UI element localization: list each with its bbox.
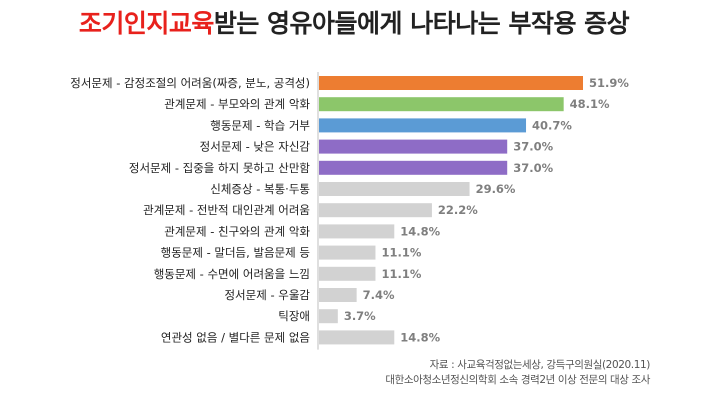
data-label: 22.2% (438, 203, 478, 217)
category-label: 관계문제 - 전반적 대인관계 어려움 (143, 203, 310, 217)
data-label: 3.7% (344, 309, 376, 323)
source-note: 자료 : 사교육걱정없는세상, 강득구의원실(2020.11) 대한소아청소년정… (385, 358, 650, 388)
bar (319, 309, 338, 324)
bar (319, 76, 583, 90)
category-label: 행동문제 - 수면에 어려움을 느낌 (154, 267, 310, 281)
chart-title: 조기인지교육받는 영유아들에게 나타나는 부작용 증상 (0, 4, 708, 40)
chart-title-highlight: 조기인지교육 (78, 9, 215, 38)
category-label: 연관성 없음 / 별다른 문제 없음 (161, 330, 310, 344)
category-label: 정서문제 - 감정조절의 어려움(짜증, 분노, 공격성) (70, 76, 310, 90)
chart-title-rest: 받는 영유아들에게 나타나는 부작용 증상 (213, 9, 630, 38)
category-label: 신체증상 - 복통·두통 (210, 182, 310, 196)
data-label: 51.9% (589, 76, 629, 90)
bar (319, 266, 376, 281)
bar (319, 224, 395, 239)
bar (319, 288, 357, 302)
bar (319, 118, 527, 133)
data-label: 7.4% (363, 288, 395, 302)
data-label: 11.1% (381, 267, 421, 281)
bar (319, 245, 376, 260)
category-label: 행동문제 - 학습 거부 (210, 118, 310, 132)
data-label: 48.1% (570, 97, 610, 111)
category-label: 정서문제 - 낮은 자신감 (200, 140, 311, 154)
source-line-2: 대한소아청소년정신의학회 소속 경력2년 이상 전문의 대상 조사 (385, 374, 650, 386)
data-label: 11.1% (381, 246, 421, 260)
bar (319, 203, 432, 218)
bar (319, 182, 470, 196)
bar (319, 97, 564, 112)
data-label: 37.0% (513, 140, 553, 154)
data-label: 40.7% (532, 118, 572, 132)
bar (319, 160, 508, 175)
data-label: 14.8% (400, 330, 440, 344)
category-label: 관계문제 - 부모와의 관계 악화 (164, 97, 310, 111)
bar (319, 330, 395, 345)
data-label: 29.6% (476, 182, 516, 196)
data-label: 37.0% (513, 161, 553, 175)
bar (319, 139, 508, 154)
category-label: 틱장애 (278, 309, 310, 323)
category-label: 정서문제 - 집중을 하지 못하고 산만함 (129, 161, 311, 175)
data-label: 14.8% (400, 224, 440, 238)
source-line-1: 자료 : 사교육걱정없는세상, 강득구의원실(2020.11) (429, 359, 651, 371)
category-label: 관계문제 - 친구와의 관계 악화 (164, 224, 310, 238)
category-label: 행동문제 - 말더듬, 발음문제 등 (161, 246, 310, 260)
category-label: 정서문제 - 우울감 (224, 288, 310, 302)
